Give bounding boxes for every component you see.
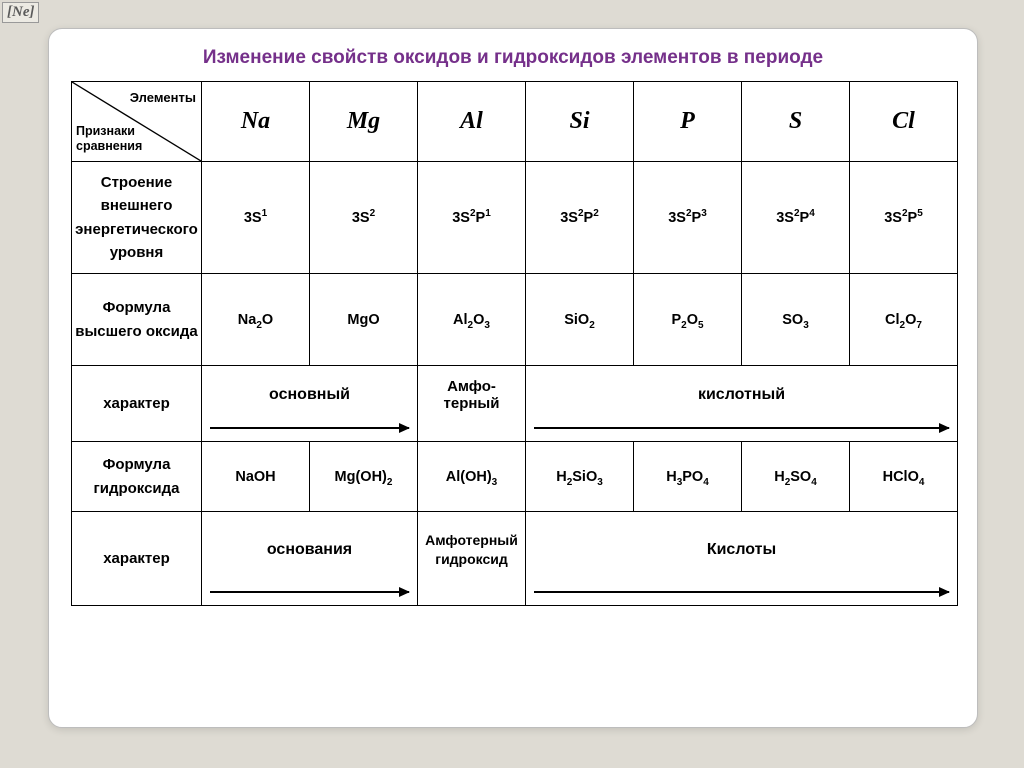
ox-si: SiO2 [526, 274, 634, 366]
label-char2: характер [72, 512, 202, 606]
arrow-icon [534, 427, 949, 429]
diagonal-header: Элементы Признакисравнения [72, 82, 202, 162]
ne-badge: [Ne] [2, 2, 39, 23]
row-elements: Элементы Признакисравнения Na Mg Al Si P… [72, 82, 958, 162]
diag-top: Элементы [130, 90, 196, 105]
ox-al: Al2O3 [418, 274, 526, 366]
element-s: S [742, 82, 850, 162]
cfg-na: 3S1 [202, 162, 310, 274]
content-card: Изменение свойств оксидов и гидроксидов … [48, 28, 978, 728]
label-config: Строение внешнего энергетического уровня [72, 162, 202, 274]
element-p: P [634, 82, 742, 162]
char1-basic: основный [202, 366, 418, 442]
hy-mg: Mg(OH)2 [310, 442, 418, 512]
hy-cl: HClO4 [850, 442, 958, 512]
char2-acidic: Кислоты [526, 512, 958, 606]
label-char1: характер [72, 366, 202, 442]
cfg-mg: 3S2 [310, 162, 418, 274]
arrow-icon [210, 591, 409, 593]
hy-si: H2SiO3 [526, 442, 634, 512]
cfg-al: 3S2P1 [418, 162, 526, 274]
ox-s: SO3 [742, 274, 850, 366]
ox-p: P2O5 [634, 274, 742, 366]
element-al: Al [418, 82, 526, 162]
hy-s: H2SO4 [742, 442, 850, 512]
arrow-icon [534, 591, 949, 593]
element-cl: Cl [850, 82, 958, 162]
row-oxide-character: характер основный Амфо-терный кислотный [72, 366, 958, 442]
element-na: Na [202, 82, 310, 162]
ox-mg: MgO [310, 274, 418, 366]
char1-amph: Амфо-терный [418, 366, 526, 442]
row-oxide: Формула высшего оксида Na2O MgO Al2O3 Si… [72, 274, 958, 366]
diag-bottom: Признакисравнения [76, 124, 142, 155]
cfg-cl: 3S2P5 [850, 162, 958, 274]
arrow-icon [210, 427, 409, 429]
label-hydroxide: Формула гидроксида [72, 442, 202, 512]
char2-amph: Амфотерный гидроксид [418, 512, 526, 606]
row-config: Строение внешнего энергетического уровня… [72, 162, 958, 274]
comparison-table: Элементы Признакисравнения Na Mg Al Si P… [71, 81, 958, 606]
cfg-si: 3S2P2 [526, 162, 634, 274]
cfg-p: 3S2P3 [634, 162, 742, 274]
hy-al: Al(OH)3 [418, 442, 526, 512]
cfg-s: 3S2P4 [742, 162, 850, 274]
row-hydroxide: Формула гидроксида NaOH Mg(OH)2 Al(OH)3 … [72, 442, 958, 512]
ox-na: Na2O [202, 274, 310, 366]
hy-na: NaOH [202, 442, 310, 512]
label-oxide: Формула высшего оксида [72, 274, 202, 366]
page-title: Изменение свойств оксидов и гидроксидов … [71, 47, 955, 69]
hy-p: H3PO4 [634, 442, 742, 512]
char2-basic: основания [202, 512, 418, 606]
ox-cl: Cl2O7 [850, 274, 958, 366]
row-hydroxide-character: характер основания Амфотерный гидроксид … [72, 512, 958, 606]
element-si: Si [526, 82, 634, 162]
element-mg: Mg [310, 82, 418, 162]
char1-acidic: кислотный [526, 366, 958, 442]
